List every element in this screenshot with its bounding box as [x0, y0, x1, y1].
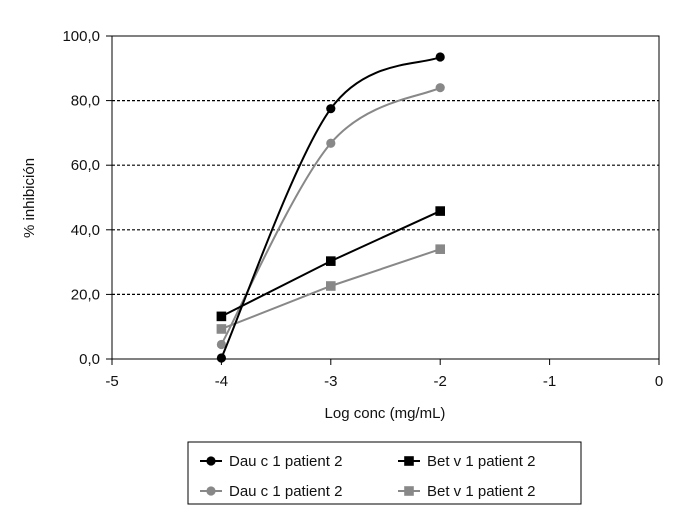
data-point	[435, 83, 445, 93]
series-layer	[216, 52, 445, 363]
legend-marker	[206, 486, 216, 496]
legend-label: Dau c 1 patient 2	[229, 453, 342, 470]
legend-marker	[404, 456, 414, 466]
y-tick-label: 80,0	[71, 93, 100, 110]
legend-item: Dau c 1 patient 2	[200, 453, 342, 470]
legend-marker	[404, 486, 414, 496]
data-point	[216, 324, 227, 334]
data-point	[216, 339, 226, 350]
y-tick-label: 20,0	[71, 286, 100, 303]
x-tick-label: -1	[543, 373, 556, 390]
series-0	[216, 52, 445, 363]
x-tick-label: 0	[655, 373, 663, 390]
series-1	[216, 206, 445, 322]
x-tick-label: -3	[324, 373, 337, 390]
x-tick-label: -5	[105, 373, 118, 390]
plot-area	[111, 35, 660, 360]
series-line	[220, 56, 441, 359]
y-axis-label: % inhibición	[21, 158, 38, 238]
axes: 0,0 20,0 40,0 60,0 80,0 100,0 -5 -4 -3 -2 -1 0	[62, 28, 663, 390]
legend-item: Bet v 1 patient 2	[398, 483, 535, 500]
data-point	[435, 206, 445, 216]
legend-label: Bet v 1 patient 2	[427, 453, 535, 470]
gridlines	[112, 99, 659, 295]
y-tick-label: 100,0	[62, 28, 100, 45]
series-3	[216, 244, 445, 334]
legend-item: Bet v 1 patient 2	[398, 453, 535, 470]
data-point	[326, 104, 336, 114]
data-point	[326, 138, 336, 148]
data-point	[216, 353, 226, 363]
y-tick-label: 40,0	[71, 222, 100, 239]
x-axis-label: Log conc (mg/mL)	[325, 405, 446, 422]
x-tick-label: -2	[434, 373, 447, 390]
legend-marker	[206, 456, 216, 466]
x-tick-label: -4	[215, 373, 228, 390]
data-point	[216, 311, 227, 322]
legend-label: Dau c 1 patient 2	[229, 483, 342, 500]
data-point	[326, 281, 336, 291]
data-point	[435, 244, 445, 254]
y-tick-label: 0,0	[79, 351, 100, 368]
y-tick-label: 60,0	[71, 157, 100, 174]
legend-item: Dau c 1 patient 2	[200, 483, 342, 500]
legend: Dau c 1 patient 2 Bet v 1 patient 2 Dau c …	[187, 441, 582, 505]
data-point	[326, 256, 336, 266]
legend-box	[187, 441, 582, 505]
data-point	[435, 52, 445, 62]
legend-label: Bet v 1 patient 2	[427, 483, 535, 500]
